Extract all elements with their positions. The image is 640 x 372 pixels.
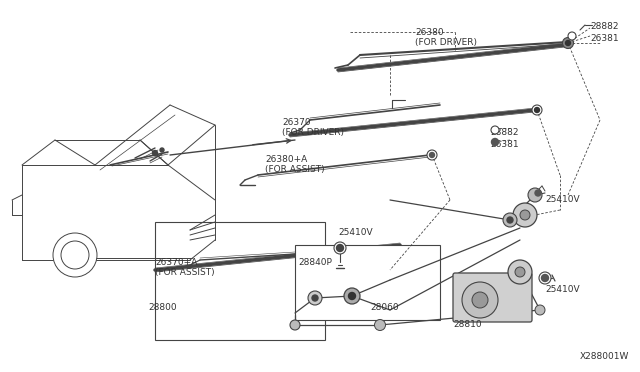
Text: 26370+A: 26370+A — [155, 258, 197, 267]
Bar — [295, 245, 440, 320]
Circle shape — [53, 233, 97, 277]
Text: 28800: 28800 — [148, 303, 177, 312]
Text: 26381: 26381 — [490, 140, 518, 149]
Circle shape — [563, 38, 573, 48]
Circle shape — [374, 320, 385, 330]
Circle shape — [566, 41, 570, 45]
Circle shape — [462, 282, 498, 318]
Text: 28882: 28882 — [490, 128, 518, 137]
Circle shape — [534, 108, 540, 112]
Circle shape — [492, 138, 499, 145]
Circle shape — [290, 320, 300, 330]
Circle shape — [308, 291, 322, 305]
Text: (FOR ASSIST): (FOR ASSIST) — [265, 165, 324, 174]
Circle shape — [312, 295, 318, 301]
Circle shape — [61, 241, 89, 269]
Circle shape — [535, 190, 541, 196]
Circle shape — [508, 260, 532, 284]
Text: 28810: 28810 — [453, 320, 482, 329]
Circle shape — [152, 151, 157, 155]
Circle shape — [520, 210, 530, 220]
Text: 28060: 28060 — [370, 303, 399, 312]
Circle shape — [334, 242, 346, 254]
Circle shape — [535, 305, 545, 315]
Text: 25410V: 25410V — [545, 195, 580, 204]
Text: 26380: 26380 — [415, 28, 444, 37]
Text: 28882: 28882 — [590, 22, 618, 31]
Circle shape — [349, 292, 355, 299]
Bar — [155, 222, 325, 340]
Circle shape — [503, 213, 517, 227]
Text: 28840P: 28840P — [298, 258, 332, 267]
Text: 25410V: 25410V — [338, 228, 372, 237]
Circle shape — [491, 126, 499, 134]
Circle shape — [539, 272, 551, 284]
Circle shape — [160, 148, 164, 152]
Circle shape — [515, 267, 525, 277]
Circle shape — [568, 32, 576, 40]
Circle shape — [429, 153, 435, 157]
Circle shape — [427, 150, 437, 160]
Text: X288001W: X288001W — [580, 352, 629, 361]
Circle shape — [541, 275, 548, 282]
Circle shape — [532, 105, 542, 115]
Circle shape — [344, 288, 360, 304]
Text: (FOR DRIVER): (FOR DRIVER) — [282, 128, 344, 137]
Text: (FOR DRIVER): (FOR DRIVER) — [415, 38, 477, 47]
Circle shape — [513, 203, 537, 227]
Text: 26381: 26381 — [590, 34, 619, 43]
Text: (FOR ASSIST): (FOR ASSIST) — [155, 268, 214, 277]
FancyBboxPatch shape — [453, 273, 532, 322]
Circle shape — [528, 188, 542, 202]
Text: 26380+A: 26380+A — [265, 155, 307, 164]
Circle shape — [472, 292, 488, 308]
Circle shape — [507, 217, 513, 223]
Circle shape — [337, 244, 344, 251]
Text: 25410V: 25410V — [545, 285, 580, 294]
Text: 26370: 26370 — [282, 118, 310, 127]
